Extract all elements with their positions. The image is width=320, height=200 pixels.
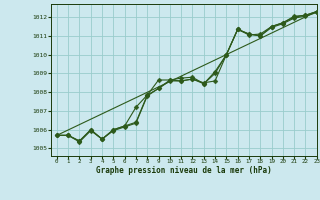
X-axis label: Graphe pression niveau de la mer (hPa): Graphe pression niveau de la mer (hPa) bbox=[96, 166, 272, 175]
